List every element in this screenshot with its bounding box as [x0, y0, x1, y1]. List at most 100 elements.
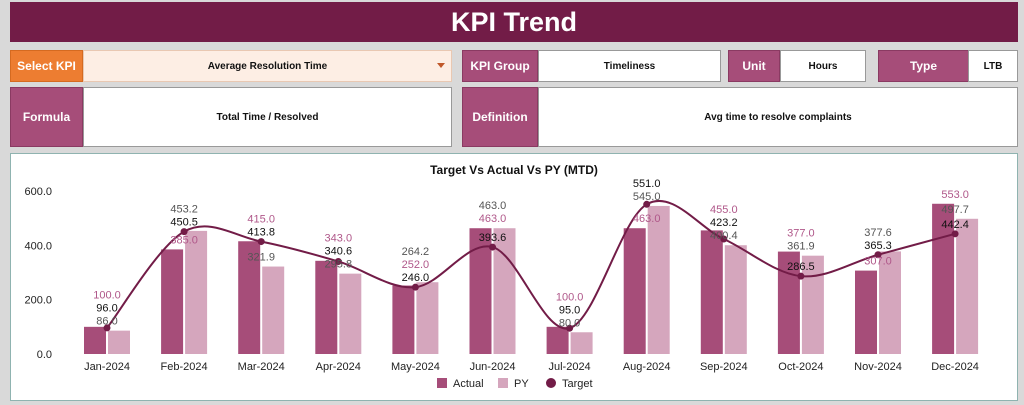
target-point	[489, 243, 496, 251]
x-tick-label: Dec-2024	[931, 361, 979, 373]
definition-value: Avg time to resolve complaints	[538, 87, 1018, 147]
formula-value: Total Time / Resolved	[83, 87, 452, 147]
target-data-label: 442.4	[941, 219, 969, 231]
actual-bar	[392, 285, 415, 354]
kpi-group-label: KPI Group	[462, 50, 538, 82]
legend-actual-swatch	[437, 378, 447, 388]
target-point	[180, 228, 188, 236]
py-data-label: 463.0	[479, 200, 507, 212]
x-tick-label: May-2024	[391, 361, 440, 373]
actual-bar	[238, 241, 261, 354]
x-tick-label: Feb-2024	[161, 361, 208, 373]
legend-target-marker	[546, 378, 556, 388]
py-data-label: 361.9	[787, 241, 815, 253]
actual-data-label: 415.0	[247, 214, 275, 226]
target-data-label: 340.6	[325, 246, 353, 258]
target-data-label: 413.8	[247, 227, 275, 239]
select-kpi-label: Select KPI	[10, 50, 83, 82]
actual-data-label: 343.0	[325, 233, 353, 245]
unit-label: Unit	[728, 50, 780, 82]
y-tick-label: 400.0	[24, 240, 52, 252]
py-bar	[570, 332, 593, 354]
actual-bar	[161, 249, 184, 354]
target-data-label: 551.0	[633, 178, 661, 190]
actual-data-label: 307.0	[864, 256, 892, 268]
formula-label: Formula	[10, 87, 83, 147]
target-data-label: 423.2	[710, 217, 738, 229]
target-point	[257, 238, 265, 246]
x-tick-label: Mar-2024	[238, 361, 285, 373]
legend-py-label: PY	[514, 378, 529, 390]
target-point	[951, 230, 959, 238]
actual-bar	[469, 228, 492, 354]
x-tick-label: Nov-2024	[854, 361, 902, 373]
actual-data-label: 252.0	[402, 259, 430, 271]
x-tick-label: Jun-2024	[470, 361, 516, 373]
target-data-label: 450.5	[170, 217, 198, 229]
py-bar	[108, 330, 130, 354]
chart-title: Target Vs Actual Vs PY (MTD)	[430, 163, 598, 177]
target-data-label: 365.3	[864, 240, 892, 252]
target-point	[797, 272, 805, 280]
x-tick-label: Oct-2024	[778, 361, 823, 373]
kpi-group-value: Timeliness	[538, 50, 721, 82]
actual-bar	[700, 230, 723, 354]
actual-data-label: 385.0	[170, 234, 198, 246]
py-bar	[879, 251, 901, 354]
py-data-label: 264.2	[402, 246, 430, 258]
x-tick-label: Sep-2024	[700, 361, 748, 373]
py-bar	[493, 228, 516, 354]
actual-data-label: 463.0	[479, 213, 507, 225]
target-data-label: 393.6	[479, 232, 507, 244]
target-point	[720, 235, 728, 243]
target-point	[103, 324, 111, 332]
actual-bar	[777, 251, 800, 354]
target-data-label: 95.0	[559, 304, 580, 316]
actual-data-label: 100.0	[93, 290, 121, 302]
x-tick-label: Aug-2024	[623, 361, 671, 373]
actual-data-label: 377.0	[787, 228, 815, 240]
py-data-label: 400.4	[710, 230, 738, 242]
target-line	[106, 199, 956, 330]
actual-bar	[84, 326, 106, 354]
actual-data-label: 455.0	[710, 204, 738, 216]
py-data-label: 86.0	[96, 316, 117, 328]
kpi-dropdown[interactable]: Average Resolution Time	[83, 50, 452, 82]
dropdown-caret-icon[interactable]	[437, 63, 445, 68]
page-title: KPI Trend	[10, 2, 1018, 42]
x-tick-label: Jan-2024	[84, 361, 130, 373]
py-data-label: 377.6	[864, 227, 892, 239]
target-point	[334, 257, 342, 265]
target-data-label: 286.5	[787, 261, 815, 273]
actual-data-label: 463.0	[633, 213, 661, 225]
x-tick-label: Apr-2024	[316, 361, 361, 373]
target-point	[566, 324, 574, 332]
py-bar	[262, 266, 285, 354]
py-data-label: 497.7	[941, 204, 969, 216]
actual-bar	[623, 228, 646, 354]
py-bar	[185, 230, 208, 354]
unit-value: Hours	[780, 50, 866, 82]
py-data-label: 295.8	[325, 259, 353, 271]
target-point	[643, 200, 651, 208]
type-label: Type	[878, 50, 969, 82]
target-data-label: 246.0	[402, 272, 430, 284]
y-tick-label: 600.0	[24, 186, 52, 198]
target-point	[411, 283, 419, 291]
py-data-label: 321.9	[247, 252, 275, 264]
actual-bar	[546, 326, 569, 354]
legend-target-label: Target	[562, 378, 593, 390]
y-tick-label: 0.0	[37, 349, 52, 361]
x-tick-label: Jul-2024	[548, 361, 590, 373]
py-bar	[416, 282, 439, 354]
py-data-label: 545.0	[633, 191, 661, 203]
actual-data-label: 100.0	[556, 291, 584, 303]
actual-bar	[855, 270, 877, 354]
definition-label: Definition	[462, 87, 538, 147]
py-data-label: 453.2	[170, 204, 198, 216]
legend-py-swatch	[498, 378, 508, 388]
py-bar	[647, 205, 670, 354]
py-bar	[724, 245, 747, 354]
target-data-label: 96.0	[96, 303, 117, 315]
